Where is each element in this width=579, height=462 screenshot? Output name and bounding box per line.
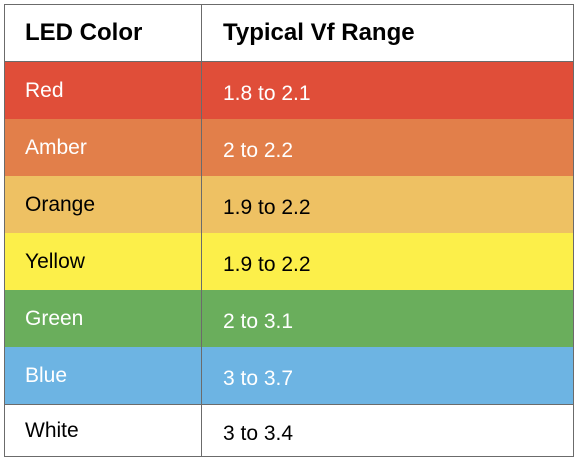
- table-row: Red 1.8 to 2.1: [5, 62, 573, 119]
- row-vf-range: 1.9 to 2.2: [223, 252, 311, 276]
- row-vf-range: 3 to 3.4: [223, 421, 294, 445]
- row-led-color: Orange: [5, 176, 202, 233]
- table-row: Green 2 to 3.1: [5, 290, 573, 347]
- row-divider: [5, 404, 573, 405]
- row-vf-range: 1.9 to 2.2: [223, 195, 311, 219]
- header-divider: [5, 61, 573, 62]
- header-vf-range: Typical Vf Range: [223, 19, 415, 46]
- table-row: Orange 1.9 to 2.2: [5, 176, 573, 233]
- row-led-color: Green: [5, 290, 202, 347]
- row-vf-range: 3 to 3.7: [223, 366, 294, 390]
- row-led-color: White: [5, 405, 202, 456]
- table-row: White 3 to 3.4: [5, 405, 573, 456]
- row-led-color: Amber: [5, 119, 202, 176]
- led-vf-table: LED Color Typical Vf Range Red 1.8 to 2.…: [4, 4, 574, 457]
- table-row: Amber 2 to 2.2: [5, 119, 573, 176]
- header-led-color: LED Color: [5, 5, 202, 61]
- row-vf-range: 2 to 3.1: [223, 309, 294, 333]
- row-led-color: Yellow: [5, 233, 202, 290]
- row-vf-range: 2 to 2.2: [223, 138, 294, 162]
- table-row: Yellow 1.9 to 2.2: [5, 233, 573, 290]
- table-row: Blue 3 to 3.7: [5, 347, 573, 404]
- row-led-color: Red: [5, 62, 202, 119]
- row-led-color: Blue: [5, 347, 202, 404]
- table-header-row: LED Color Typical Vf Range: [5, 5, 573, 61]
- row-vf-range: 1.8 to 2.1: [223, 81, 311, 105]
